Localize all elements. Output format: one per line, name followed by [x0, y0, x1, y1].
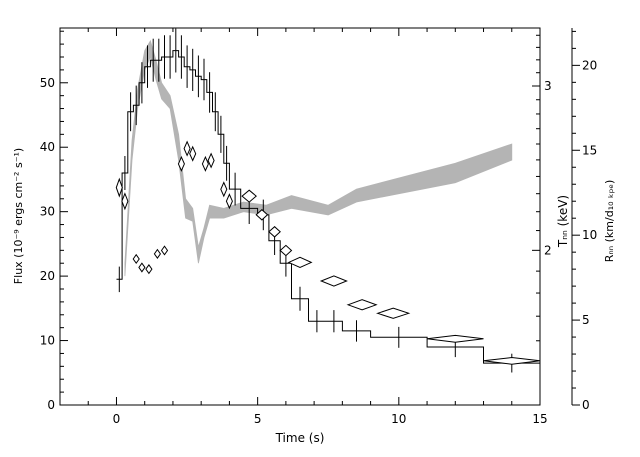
radius-diamond-5 — [153, 248, 162, 259]
radius-tick-label: 15 — [582, 143, 597, 157]
temperature-tick-label: 2 — [544, 243, 552, 257]
x-tick-label: 0 — [113, 412, 121, 426]
radius-diamond-17 — [279, 244, 293, 257]
radius-diamond-4 — [145, 264, 153, 275]
x-tick-label: 10 — [391, 412, 406, 426]
radius-diamond-19 — [319, 275, 348, 287]
temperature-band — [124, 39, 513, 277]
flux-tick-label: 20 — [40, 269, 55, 283]
flux-tick-label: 30 — [40, 205, 55, 219]
radius-diamond-16 — [268, 226, 281, 238]
radius-diamond-0 — [115, 177, 123, 198]
radius-diamond-21 — [375, 307, 411, 319]
flux-tick-label: 10 — [40, 334, 55, 348]
radius-diamond-14 — [241, 189, 257, 203]
flux-tick-label: 40 — [40, 140, 55, 154]
radius-tick-label: 0 — [582, 398, 590, 412]
radius-diamond-12 — [220, 181, 228, 198]
radius-diamond-18 — [287, 256, 313, 268]
flux-tick-label: 0 — [47, 398, 55, 412]
radius-diamond-10 — [201, 155, 209, 172]
flux-step-line — [116, 50, 540, 364]
radius-diamond-11 — [207, 152, 215, 169]
radius-diamond-3 — [138, 262, 146, 273]
x-tick-label: 5 — [254, 412, 262, 426]
y-axis-title-flux: Flux (10⁻⁹ ergs cm⁻² s⁻¹) — [12, 148, 25, 284]
radius-diamond-9 — [189, 145, 197, 162]
radius-diamond-layer — [115, 140, 541, 365]
radius-diamond-20 — [346, 299, 378, 311]
radius-diamond-7 — [177, 155, 185, 172]
temperature-band-layer — [124, 39, 513, 277]
radius-diamond-15 — [255, 209, 269, 221]
x-tick-label: 15 — [532, 412, 547, 426]
radius-diamond-2 — [132, 253, 140, 265]
temperature-tick-label: 3 — [544, 79, 552, 93]
radius-diamond-22 — [427, 334, 484, 343]
y-axis-title-temperature: Tₙₙ (keV) — [556, 195, 570, 248]
radius-axis-layer: 0 5 10 15 20 — [571, 28, 597, 412]
radius-tick-label: 5 — [582, 313, 590, 327]
tick-layer: 0 5 10 15 0 10 20 30 40 50 2 3 — [40, 28, 552, 426]
x-axis-title: Time (s) — [275, 431, 325, 445]
radius-tick-label: 10 — [582, 228, 597, 242]
y-axis-title-radius: Rₙₙ (km/d₁₀ ₖₚₑ) — [603, 180, 616, 263]
flux-histogram-layer — [116, 28, 540, 373]
plot-frame — [59, 27, 541, 406]
radius-diamond-8 — [183, 140, 191, 157]
radius-diamond-1 — [121, 192, 129, 211]
radius-diamond-13 — [225, 193, 233, 210]
radius-diamond-6 — [160, 245, 169, 256]
flux-tick-label: 50 — [40, 76, 55, 90]
radius-tick-label: 20 — [582, 58, 597, 72]
